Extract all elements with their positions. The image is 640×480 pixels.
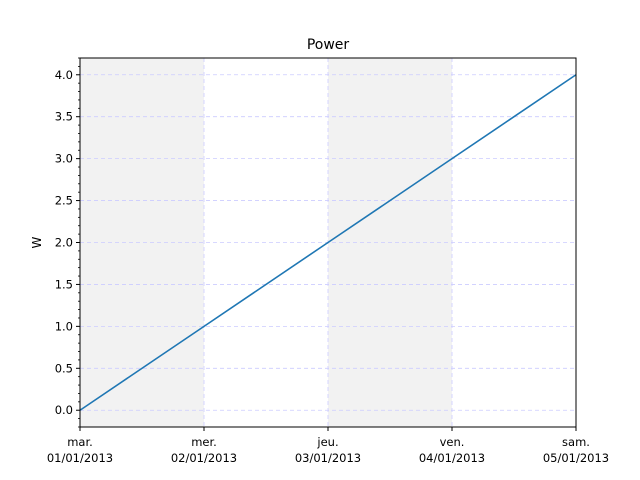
chart-title: Power bbox=[307, 37, 350, 53]
x-tick-label-day-4: ven. bbox=[440, 435, 465, 449]
y-tick-label-5: 2.0 bbox=[55, 236, 73, 250]
y-tick-label-2: 0.5 bbox=[55, 361, 73, 375]
x-tick-label-date-5: 05/01/2013 bbox=[543, 451, 609, 465]
series-line-1 bbox=[79, 74, 577, 411]
y-tick-label-3: 1.0 bbox=[55, 319, 73, 333]
x-tick-label-date-3: 03/01/2013 bbox=[295, 451, 361, 465]
y-axis-label: W bbox=[30, 236, 44, 248]
shaded-day-band-1 bbox=[80, 58, 204, 427]
x-tick-label-date-1: 01/01/2013 bbox=[47, 451, 113, 465]
y-tick-label-9: 4.0 bbox=[55, 68, 73, 82]
y-tick-label-6: 2.5 bbox=[55, 194, 73, 208]
y-tick-label-7: 3.0 bbox=[55, 152, 73, 166]
series-layer bbox=[79, 74, 577, 411]
x-tick-label-date-4: 04/01/2013 bbox=[419, 451, 485, 465]
x-tick-label-day-1: mar. bbox=[67, 435, 93, 449]
x-tick-label-date-2: 02/01/2013 bbox=[171, 451, 237, 465]
x-tick-label-day-5: sam. bbox=[562, 435, 590, 449]
y-tick-label-1: 0.0 bbox=[55, 403, 73, 417]
y-tick-label-4: 1.5 bbox=[55, 277, 73, 291]
x-tick-label-day-3: jeu. bbox=[316, 435, 338, 449]
ticks: 0.0 0.5 1.0 1.5 2.0 2.5 3.0 3.5 4.0 mar. 01/01/201… bbox=[47, 57, 609, 465]
x-tick-label-day-2: mer. bbox=[191, 435, 217, 449]
y-tick-label-8: 3.5 bbox=[55, 110, 73, 124]
